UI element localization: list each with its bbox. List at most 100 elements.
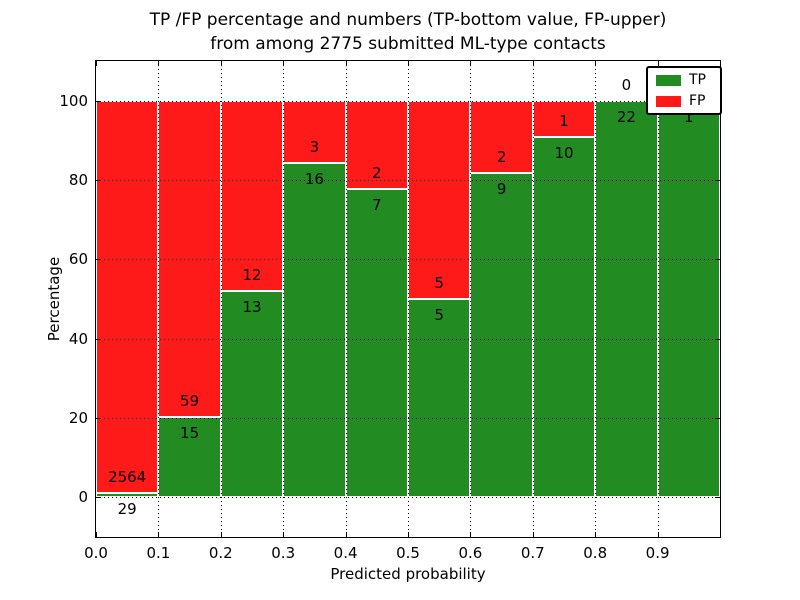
y-tick-label: 60 <box>68 250 88 269</box>
fp-bar-segment <box>220 100 284 292</box>
x-gridline <box>470 61 472 537</box>
y-tick-right <box>715 259 720 261</box>
x-tick-label: 0.5 <box>396 544 420 562</box>
tp-bar-segment <box>220 291 284 498</box>
y-tick-left <box>96 100 101 102</box>
x-tick-bottom <box>96 532 97 537</box>
x-tick-bottom <box>657 532 659 537</box>
tp-bar-segment <box>532 136 596 498</box>
tp-bar-segment <box>470 172 533 498</box>
x-tick-label: 0.9 <box>645 544 670 562</box>
y-tick-right <box>715 418 720 419</box>
tp-count-label: 15 <box>180 423 200 442</box>
tp-count-label: 5 <box>434 305 444 324</box>
tp-bar-segment <box>96 492 159 498</box>
y-tick-left <box>96 259 101 261</box>
tp-bar-segment <box>657 100 720 498</box>
x-tick-bottom <box>158 532 160 537</box>
x-tick-top <box>158 61 160 66</box>
y-axis-title: Percentage <box>45 256 63 342</box>
y-tick-label: 20 <box>68 409 88 427</box>
x-tick-label: 0.2 <box>208 544 233 562</box>
x-tick-top <box>470 61 472 66</box>
x-tick-top <box>96 61 97 66</box>
y-tick-label: 80 <box>68 171 88 189</box>
y-tick-left <box>96 418 101 419</box>
y-tick-left <box>96 180 101 181</box>
x-tick-label: 0.3 <box>271 544 296 562</box>
tp-bar-segment <box>283 163 346 498</box>
fp-count-label: 3 <box>309 138 320 157</box>
fp-count-label: 2 <box>372 163 382 182</box>
x-tick-bottom <box>595 532 597 537</box>
legend-label-fp: FP <box>689 93 706 109</box>
chart-title-line1: TP /FP percentage and numbers (TP-bottom… <box>149 10 667 30</box>
plot-area: 29 2564 15 59 13 12 16 3 7 2 5 5 9 2 10 1 22 0 1 <box>95 60 721 538</box>
x-tick-label: 0.0 <box>84 544 108 562</box>
x-gridline <box>657 61 659 537</box>
x-tick-bottom <box>532 532 534 537</box>
x-gridline <box>220 61 222 537</box>
x-tick-bottom <box>408 532 409 537</box>
y-tick-label: 40 <box>68 329 88 348</box>
tp-bar-segment <box>408 299 471 498</box>
x-tick-label: 0.8 <box>583 544 608 562</box>
y-tick-right <box>715 180 720 181</box>
fp-bar-segment <box>96 100 159 493</box>
tp-bar-segment <box>595 100 658 498</box>
y-tick-right <box>715 338 720 340</box>
y-tick-right <box>715 497 720 499</box>
chart-title: TP /FP percentage and numbers (TP-bottom… <box>96 8 720 56</box>
tp-bar-segment <box>345 188 408 498</box>
fp-count-label: 59 <box>180 391 200 410</box>
x-tick-top <box>345 61 347 66</box>
x-gridline <box>158 61 160 537</box>
x-gridline <box>408 61 409 537</box>
fp-swatch-icon <box>656 95 681 107</box>
x-tick-top <box>595 61 597 66</box>
legend-label-tp: TP <box>689 72 706 88</box>
x-gridline <box>283 61 285 537</box>
x-tick-top <box>657 61 659 66</box>
tp-count-label: 1 <box>684 107 694 126</box>
x-tick-bottom <box>283 532 285 537</box>
legend-entry-fp: FP <box>656 94 712 108</box>
fp-bar-segment <box>408 100 471 299</box>
fp-count-label: 12 <box>242 266 262 285</box>
x-tick-bottom <box>470 532 472 537</box>
fp-count-label: 5 <box>434 274 444 293</box>
legend-entry-tp: TP <box>656 73 712 87</box>
tp-swatch-icon <box>656 74 681 86</box>
fp-bar-segment <box>345 100 408 189</box>
x-tick-top <box>220 61 222 66</box>
x-tick-label: 0.7 <box>520 544 545 562</box>
x-tick-bottom <box>220 532 222 537</box>
x-tick-top <box>532 61 534 66</box>
x-gridline <box>532 61 534 537</box>
tp-bar-segment <box>158 416 221 498</box>
tp-count-label: 13 <box>242 297 262 316</box>
tp-count-label: 7 <box>372 195 382 214</box>
x-axis-title: Predicted probability <box>330 565 486 583</box>
x-tick-label: 0.1 <box>146 544 171 562</box>
x-gridline <box>595 61 597 537</box>
tp-count-label: 16 <box>304 170 324 189</box>
y-tick-left <box>96 338 101 340</box>
legend: TP FP <box>646 66 722 115</box>
fp-count-label: 2 <box>496 147 507 166</box>
tp-count-label: 29 <box>117 499 137 518</box>
chart-title-line2: from among 2775 submitted ML-type contac… <box>210 34 606 54</box>
y-tick-left <box>96 497 101 499</box>
tp-count-label: 9 <box>496 179 507 198</box>
y-tick-label: 0 <box>78 488 88 507</box>
x-gridline <box>345 61 347 537</box>
x-tick-top <box>408 61 409 66</box>
tp-count-label: 10 <box>554 143 574 162</box>
y-tick-label: 100 <box>59 91 88 110</box>
fp-count-label: 2564 <box>108 468 147 487</box>
x-tick-top <box>283 61 285 66</box>
tp-count-label: 22 <box>616 107 636 126</box>
x-tick-bottom <box>345 532 347 537</box>
fp-count-label: 0 <box>621 75 632 94</box>
fp-count-label: 1 <box>559 111 569 130</box>
